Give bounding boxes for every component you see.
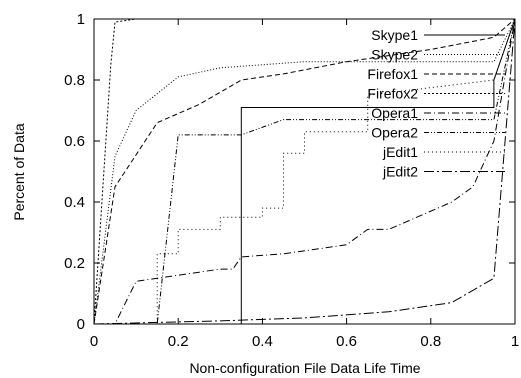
legend-label: jEdit2 [382, 164, 418, 180]
y-tick-label: 0.6 [64, 133, 85, 150]
tick-labels: 0 0.2 0.4 0.6 0.8 1 0 0.2 0.4 0.6 0.8 1 [64, 11, 519, 350]
x-tick-label: 1 [511, 333, 519, 350]
series-line-jedit2 [93, 18, 516, 325]
legend-label: Firefox1 [367, 66, 418, 82]
legend-label: Opera1 [371, 105, 418, 121]
legend: Skype1 Skype2 Firefox1 Firefox2 Opera1 Opera2… [367, 27, 505, 180]
legend-label: Skype2 [371, 47, 418, 63]
x-tick-label: 0.8 [420, 333, 441, 350]
series-line-skype2 [93, 18, 516, 325]
y-tick-label: 0 [77, 316, 85, 333]
series-line-opera1 [94, 18, 516, 325]
legend-label: Skype1 [371, 27, 418, 43]
series-layer [93, 18, 516, 325]
x-tick-label: 0.4 [252, 333, 273, 350]
series-line-opera2 [94, 18, 516, 325]
legend-label: Firefox2 [367, 86, 418, 102]
y-tick-label: 0.8 [64, 72, 85, 89]
x-axis-title: Non-configuration File Data Life Time [189, 360, 420, 376]
legend-label: Opera2 [371, 125, 418, 141]
y-tick-label: 0.4 [64, 194, 85, 211]
x-tick-label: 0.2 [168, 333, 189, 350]
y-axis-title: Percent of Data [11, 123, 27, 220]
y-tick-label: 1 [77, 11, 85, 28]
legend-label: jEdit1 [382, 144, 418, 160]
x-tick-label: 0 [90, 333, 98, 350]
series-line-firefox1 [93, 18, 516, 325]
x-tick-label: 0.6 [336, 333, 357, 350]
series-line-skype1 [94, 18, 516, 325]
y-tick-label: 0.2 [64, 255, 85, 272]
series-line-jedit1 [94, 18, 516, 325]
series-line-firefox2 [93, 18, 515, 325]
